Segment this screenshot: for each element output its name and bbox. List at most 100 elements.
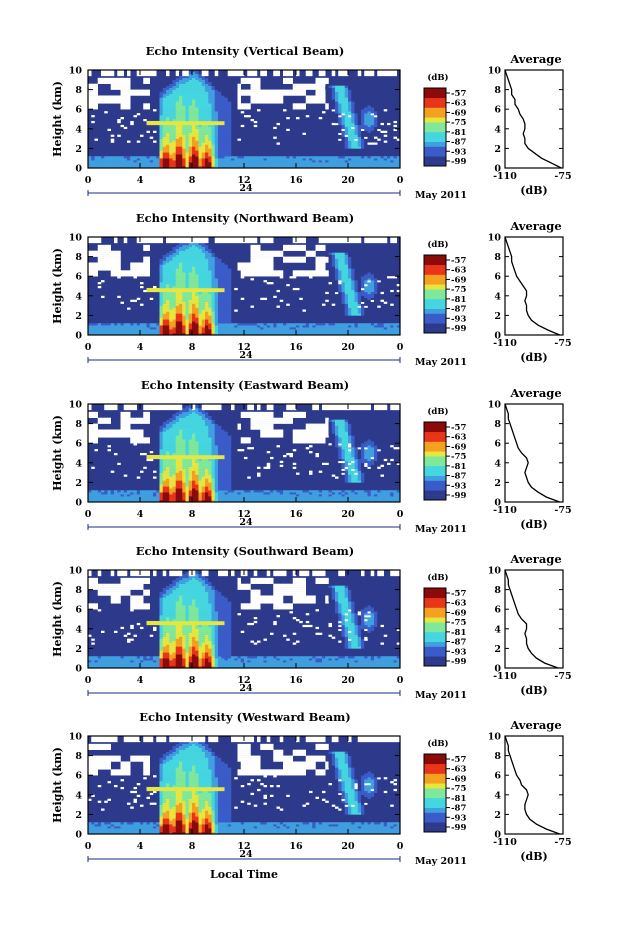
heatmap-cell [227,295,232,299]
heatmap-cell [192,146,196,149]
heatmap-cell [201,150,206,153]
heatmap-cell [247,89,251,92]
heatmap-cell [159,276,163,279]
heatmap-cell [364,297,368,300]
heatmap-cell [188,280,193,283]
heatmap-cell [370,276,375,279]
heatmap-cell [162,293,167,297]
heatmap-cell [263,93,267,96]
heatmap-cell [211,154,215,157]
heatmap-cell [283,71,287,75]
heatmap-cell [296,91,300,94]
heatmap-cell [331,73,336,77]
heatmap-cell [179,105,183,108]
heatmap-cell [159,160,163,163]
heatmap-cell [214,115,219,118]
heatmap-cell [341,119,345,122]
heatmap-cell [270,333,274,336]
heatmap-cell [192,254,196,257]
heatmap-cell [364,278,368,281]
heatmap-cell [370,158,375,161]
heatmap-cell [374,280,378,283]
heatmap-cell [195,321,199,324]
heatmap-cell [198,77,202,81]
heatmap-cell [357,71,362,75]
heatmap-cell [192,132,196,135]
heatmap-cell [370,132,375,135]
heatmap-cell [192,297,196,300]
heatmap-cell [250,95,254,98]
heatmap-cell [97,250,102,253]
heatmap-cell [114,83,118,86]
heatmap-cell [94,160,98,163]
heatmap-cell [107,164,111,167]
heatmap-cell [110,101,115,104]
heatmap-cell [192,93,196,96]
heatmap-cell [305,87,310,90]
heatmap-cell [377,107,381,110]
heatmap-cell [263,327,267,330]
heatmap-cell [136,166,141,169]
heatmap-cell [335,120,339,124]
heatmap-cell [211,272,215,275]
heatmap-cell [312,323,316,326]
heatmap-cell [354,274,358,277]
heatmap-cell [182,130,186,133]
heatmap-cell [101,95,105,98]
heatmap-cell [175,152,180,155]
heatmap-cell [354,142,358,145]
heatmap-cell [341,282,345,285]
heatmap-cell [218,289,222,293]
heatmap-cell [387,166,391,169]
heatmap-cell [205,319,209,322]
heatmap-cell [357,107,362,110]
heatmap-cell [208,248,212,251]
heatmap-cell [127,323,131,326]
heatmap-cell [185,307,189,310]
heatmap-cell [182,282,186,285]
heatmap-cell [208,101,212,104]
heatmap-cell [205,136,209,139]
heatmap-cell [374,103,378,106]
heatmap-cell [335,268,339,271]
heatmap-cell [188,250,193,253]
heatmap-cell [227,321,232,324]
heatmap-cell [266,264,271,267]
heatmap-cell [338,262,342,265]
heatmap-cell [195,136,199,139]
heatmap-cell [351,254,355,257]
heatmap-cell [211,119,215,122]
heatmap-cell [110,270,115,273]
heatmap-cell [214,287,219,291]
heatmap-cell [179,238,183,242]
heatmap-cell [166,136,170,139]
heatmap-cell [211,278,215,281]
heatmap-cell [146,162,150,165]
heatmap-cell [309,252,313,255]
heatmap-cell [205,107,209,110]
heatmap-cell [348,91,352,94]
heatmap-cell [253,268,258,271]
heatmap-cell [227,164,232,167]
heatmap-cell [169,250,173,253]
heatmap-cell [253,266,258,269]
heatmap-cell [224,122,228,126]
heatmap-cell [305,97,310,100]
heatmap-cell [175,89,180,92]
heatmap-cell [218,299,222,302]
heatmap-cell [107,258,111,261]
heatmap-cell [182,242,186,246]
heatmap-cell [162,307,167,310]
heatmap-cell [318,160,323,163]
heatmap-cell [123,325,128,328]
heatmap-cell [97,246,102,250]
heatmap-cell [182,101,186,104]
heatmap-cell [211,303,215,306]
heatmap-cell [374,111,378,114]
heatmap-cell [351,272,355,275]
heatmap-cell [211,250,215,253]
heatmap-cell [370,113,375,116]
heatmap-cell [127,156,131,159]
heatmap-cell [169,313,173,316]
heatmap-cell [344,132,349,135]
